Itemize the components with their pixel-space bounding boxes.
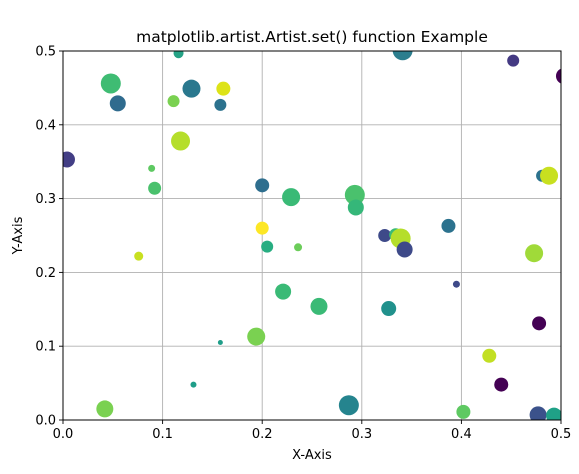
scatter-points [63, 51, 561, 420]
scatter-point [255, 178, 270, 193]
scatter-point [255, 221, 269, 235]
scatter-point [338, 395, 359, 416]
scatter-point [63, 151, 75, 168]
scatter-point [217, 340, 223, 346]
x-tick-label: 0.3 [351, 427, 372, 442]
x-tick-labels: 0.0 0.1 0.2 0.3 0.4 0.5 [53, 427, 572, 442]
scatter-point [294, 243, 303, 252]
y-tick-labels: 0.0 0.1 0.2 0.3 0.4 0.5 [35, 45, 56, 429]
scatter-point [261, 240, 274, 253]
scatter-point [247, 327, 266, 346]
scatter-point [456, 404, 471, 419]
scatter-point [540, 166, 559, 185]
x-tick-label: 0.0 [53, 427, 74, 442]
scatter-point [109, 95, 126, 112]
y-axis-label: Y-Axis [11, 216, 26, 255]
y-tick-label: 0.4 [35, 118, 56, 133]
scatter-point [441, 218, 456, 233]
grid [62, 50, 562, 421]
scatter-point [148, 181, 162, 195]
scatter-point [396, 241, 413, 258]
scatter-point [216, 81, 231, 96]
x-tick-label: 0.1 [152, 427, 173, 442]
y-tick-label: 0.0 [35, 414, 56, 429]
scatter-point [100, 73, 121, 94]
scatter-point [344, 184, 365, 205]
y-tick-label: 0.3 [35, 192, 56, 207]
scatter-point [381, 301, 397, 317]
axes-frame [62, 50, 562, 421]
scatter-point [275, 283, 292, 300]
scatter-point [529, 406, 547, 420]
scatter-point [96, 400, 114, 418]
scatter-point [452, 280, 460, 288]
chart-title: matplotlib.artist.Artist.set() function … [136, 28, 488, 46]
x-tick-label: 0.4 [451, 427, 472, 442]
scatter-point [494, 377, 509, 392]
scatter-point [347, 199, 364, 216]
scatter-point [555, 68, 561, 84]
scatter-point [173, 51, 184, 59]
y-tick-label: 0.5 [35, 45, 56, 60]
x-tick-label: 0.2 [252, 427, 273, 442]
x-tick-label: 0.5 [551, 427, 572, 442]
scatter-point [214, 98, 227, 111]
scatter-point [167, 95, 180, 108]
scatter-point [282, 188, 301, 207]
scatter-point [148, 164, 156, 172]
scatter-point [134, 251, 144, 261]
scatter-point [482, 348, 497, 363]
scatter-point [392, 51, 413, 61]
x-axis-label: X-Axis [292, 448, 332, 463]
y-tick-label: 0.1 [35, 340, 56, 355]
scatter-point [182, 79, 201, 98]
scatter-point [546, 407, 561, 420]
scatter-point [171, 131, 191, 151]
scatter-point [310, 297, 328, 315]
scatter-point [532, 316, 547, 331]
scatter-point [525, 244, 544, 263]
scatter-point [190, 381, 197, 388]
tick-marks [59, 50, 562, 424]
y-tick-label: 0.2 [35, 266, 56, 281]
scatter-point [378, 229, 392, 242]
scatter-point [507, 54, 520, 67]
